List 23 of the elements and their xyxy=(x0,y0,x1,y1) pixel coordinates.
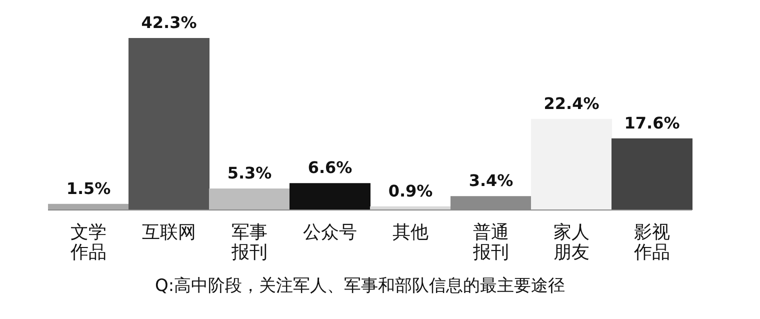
data-label: 17.6% xyxy=(624,113,680,132)
data-label: 5.3% xyxy=(227,163,272,182)
data-label: 3.4% xyxy=(468,171,514,190)
data-label: 42.3% xyxy=(141,13,197,32)
x-tick-label: 互联网 xyxy=(142,222,196,243)
bar xyxy=(209,188,290,210)
x-tick-label: 军事报刊 xyxy=(230,222,268,263)
x-tick-label: 其他 xyxy=(392,222,428,243)
bar xyxy=(290,183,370,210)
data-label: 1.5% xyxy=(66,178,111,198)
x-tick-label: 文学作品 xyxy=(69,222,106,263)
bar xyxy=(128,38,210,210)
x-tick-label: 影视作品 xyxy=(632,222,670,263)
bar xyxy=(612,138,692,210)
bar xyxy=(48,204,129,210)
bar xyxy=(531,118,612,210)
data-label: 0.9% xyxy=(388,181,433,200)
text: Q:高中阶段，关注军人、军事和部队信息的最主要途径 xyxy=(154,275,566,297)
data-label: 6.6% xyxy=(308,158,352,178)
x-tick-label: 家人朋友 xyxy=(553,222,590,263)
x-tick-label: 普通报刊 xyxy=(472,222,509,263)
x-tick-label: 公众号 xyxy=(302,222,357,243)
data-label: 22.4% xyxy=(544,94,600,113)
